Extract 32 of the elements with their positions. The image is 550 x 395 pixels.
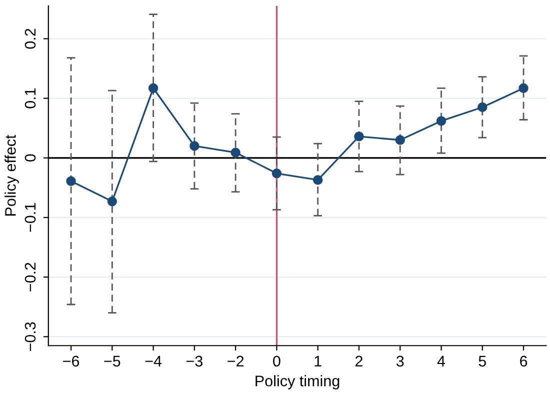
y-tick-label: 0.2 (24, 28, 36, 49)
x-axis-title: Policy timing (256, 375, 340, 390)
y-tick-label: 0.1 (24, 88, 36, 108)
point (478, 102, 488, 112)
y-tick-label: −0.1 (24, 203, 36, 232)
x-tick-label: −3 (186, 356, 202, 367)
point (272, 168, 282, 178)
x-tick-label: 2 (356, 356, 362, 366)
x-tick-label: 4 (437, 356, 446, 366)
x-tick-label: −2 (228, 356, 244, 366)
point (107, 196, 118, 206)
point (148, 83, 158, 94)
point (354, 132, 364, 142)
y-tick-label: −0.3 (24, 322, 36, 352)
x-tick-label: 0 (273, 356, 280, 367)
point (230, 148, 240, 158)
x-tick-label: −5 (104, 356, 120, 367)
point (190, 141, 200, 151)
x-tick-label: 5 (478, 356, 486, 367)
point (312, 175, 323, 185)
x-tick-label: 6 (520, 356, 528, 367)
x-tick-label: 1 (314, 356, 322, 366)
y-axis-title: Policy effect (4, 134, 19, 216)
point (518, 83, 528, 94)
point (436, 116, 446, 126)
y-tick-label: −0.2 (24, 262, 36, 292)
y-tick-label: 0 (24, 154, 36, 162)
point (66, 176, 76, 186)
point (395, 135, 405, 145)
x-tick-label: −6 (63, 356, 80, 367)
x-tick-label: −4 (145, 356, 162, 366)
x-tick-label: 3 (396, 356, 404, 367)
